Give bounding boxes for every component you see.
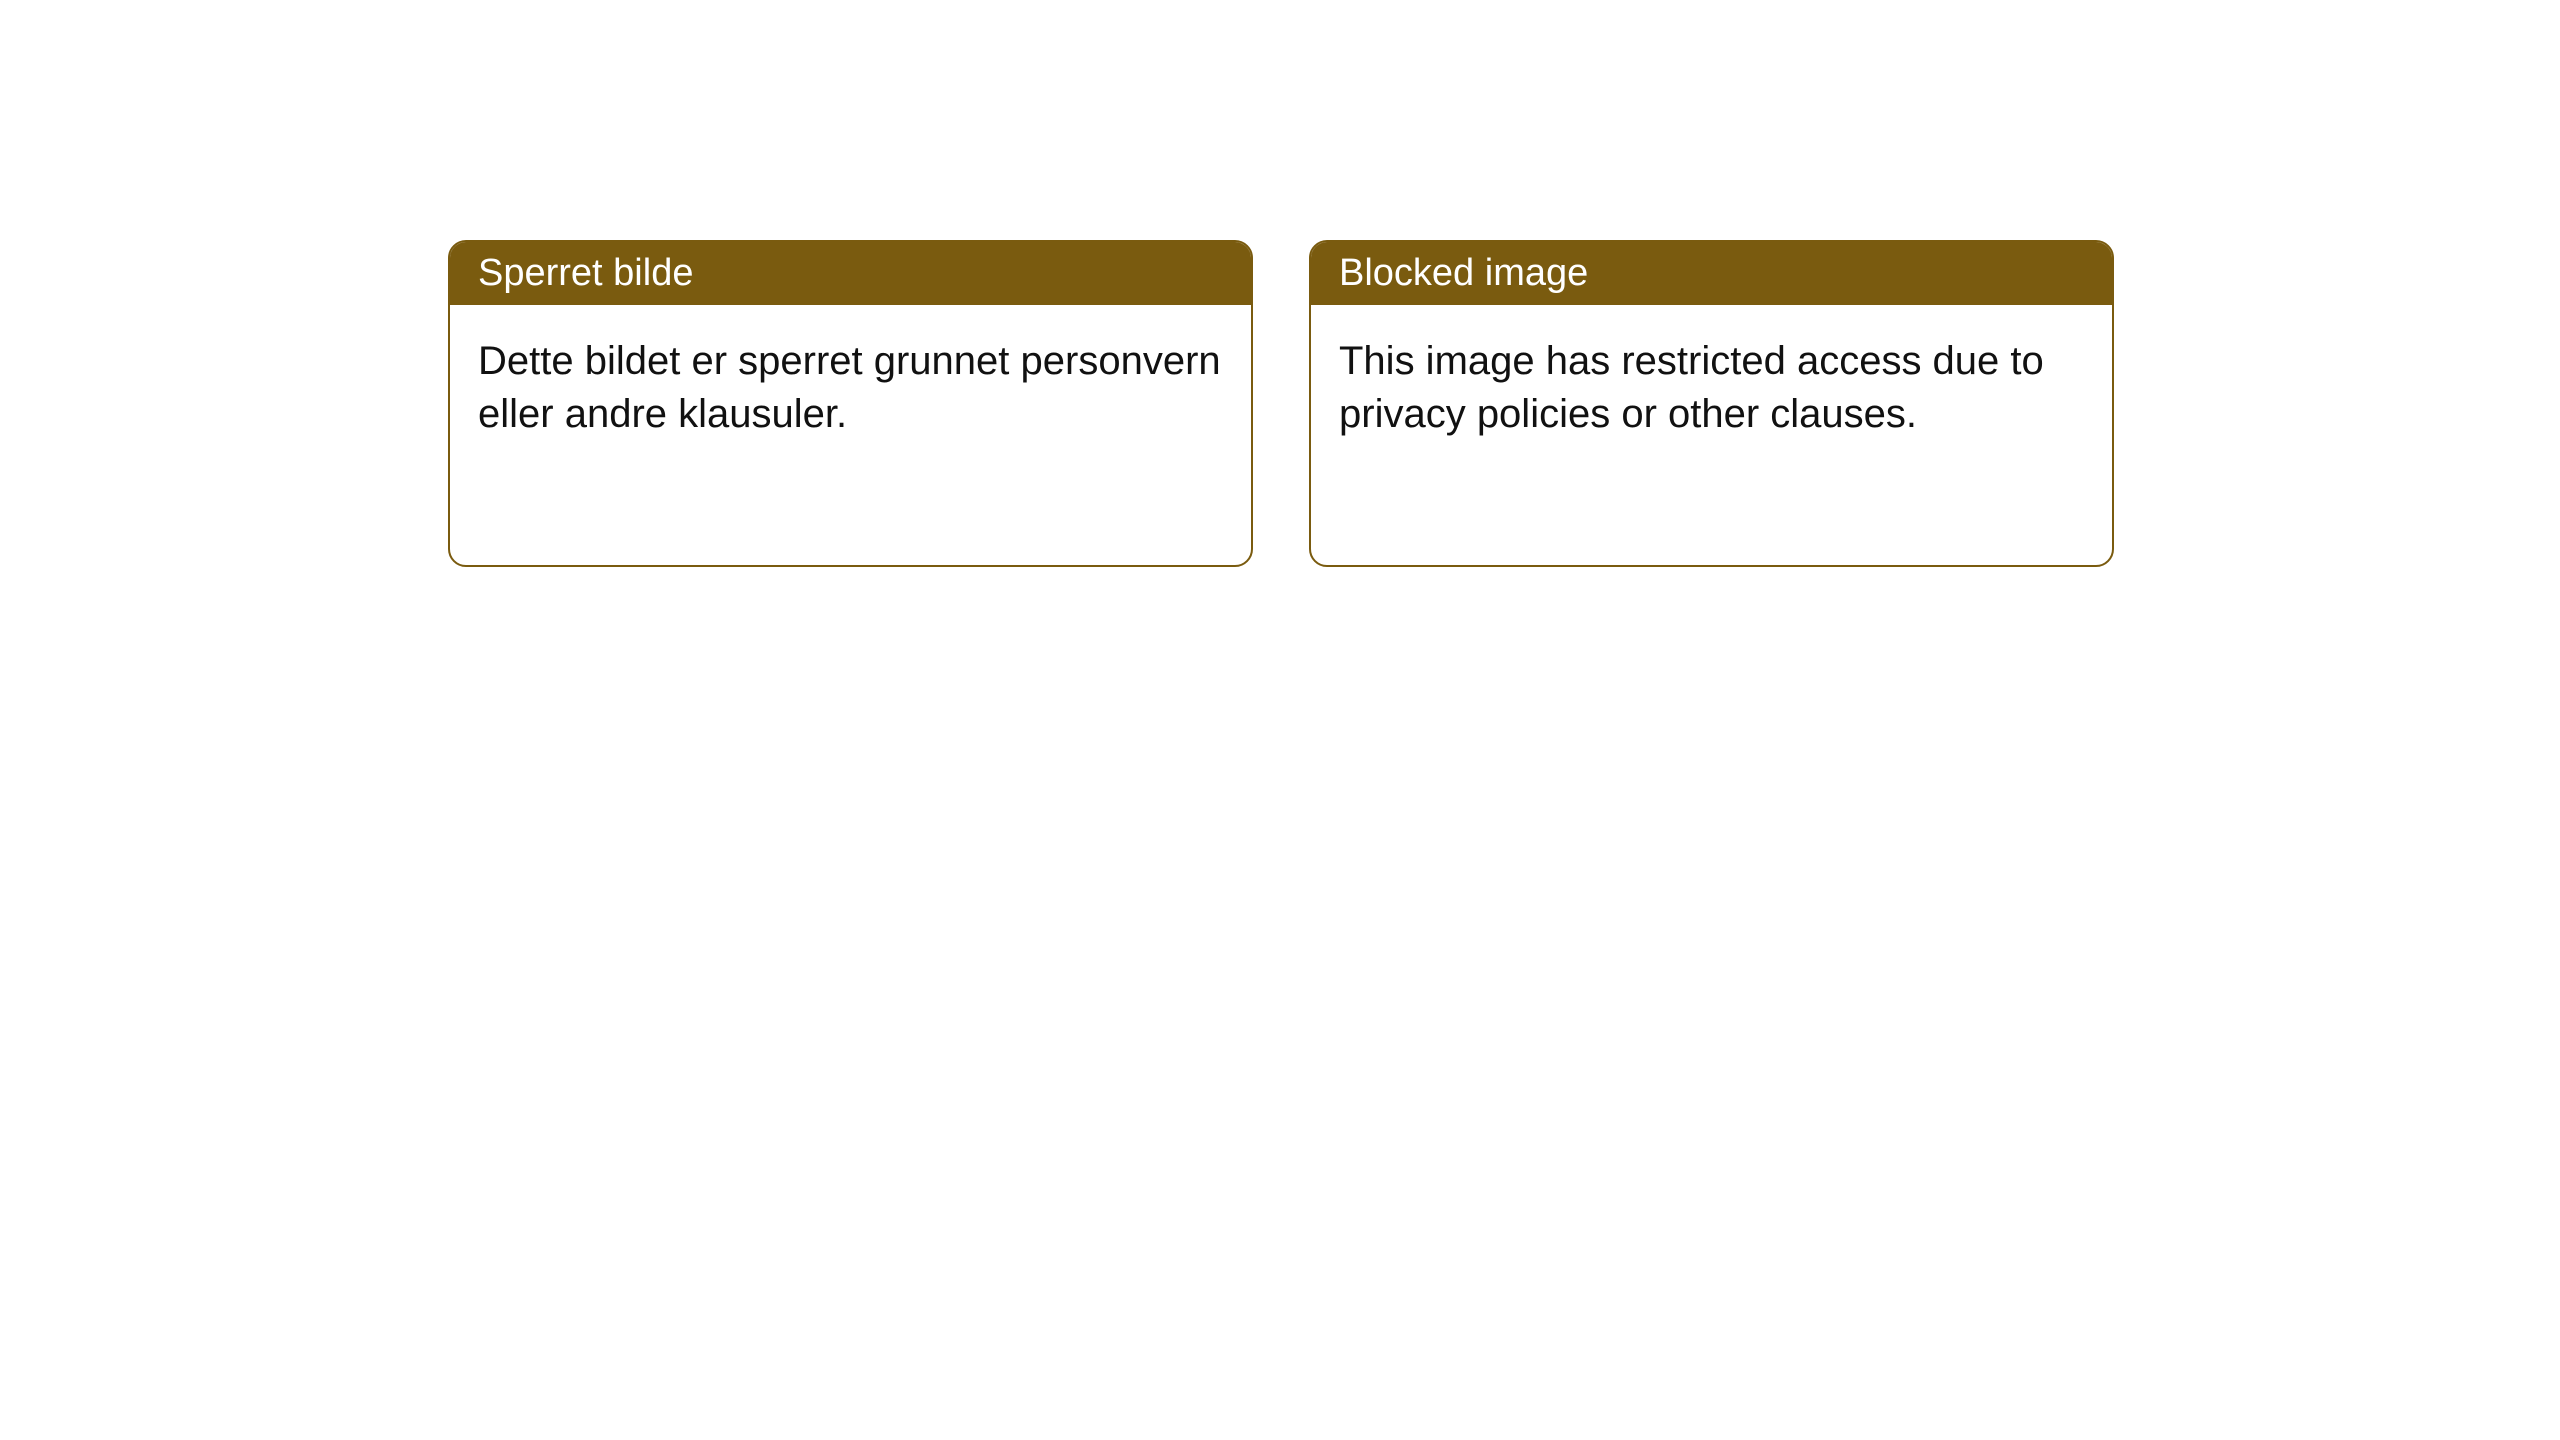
notice-cards-container: Sperret bilde Dette bildet er sperret gr…: [448, 240, 2114, 567]
notice-text: This image has restricted access due to …: [1339, 339, 2044, 436]
notice-title: Sperret bilde: [478, 252, 693, 294]
notice-text: Dette bildet er sperret grunnet personve…: [478, 339, 1221, 436]
notice-header-no: Sperret bilde: [450, 242, 1251, 305]
notice-header-en: Blocked image: [1311, 242, 2112, 305]
notice-body-no: Dette bildet er sperret grunnet personve…: [450, 305, 1251, 565]
notice-card-no: Sperret bilde Dette bildet er sperret gr…: [448, 240, 1253, 567]
notice-body-en: This image has restricted access due to …: [1311, 305, 2112, 565]
notice-card-en: Blocked image This image has restricted …: [1309, 240, 2114, 567]
notice-title: Blocked image: [1339, 252, 1588, 294]
